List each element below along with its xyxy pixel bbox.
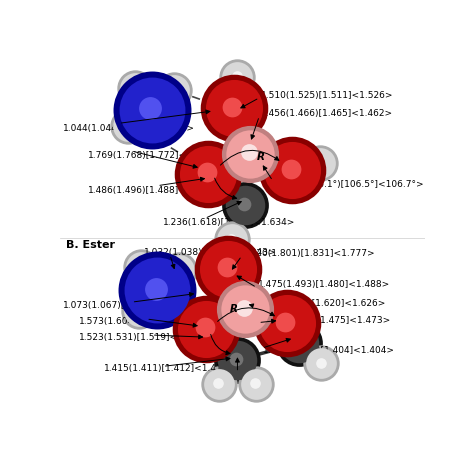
Text: 1.032(1.038)[1.038]<1.043>: 1.032(1.038)[1.038]<1.043>: [145, 247, 277, 256]
Point: [282, 318, 289, 326]
Point: [252, 380, 259, 387]
Point: [131, 84, 139, 91]
Point: [234, 73, 241, 81]
Point: [175, 266, 183, 274]
Point: [201, 324, 209, 331]
Point: [241, 305, 248, 312]
Point: [204, 170, 212, 177]
Point: [230, 104, 237, 112]
Point: [124, 122, 132, 130]
Text: 107.2°(106.1°)[106.5°]<106.7°>: 107.2°(106.1°)[106.5°]<106.7°>: [274, 180, 425, 189]
Point: [146, 104, 154, 112]
Point: [241, 201, 248, 209]
Point: [228, 103, 236, 110]
Point: [316, 159, 323, 166]
Point: [246, 150, 254, 157]
Point: [169, 85, 177, 93]
Text: 1.573(1.604)[1.614]<1.646>: 1.573(1.604)[1.614]<1.646>: [79, 317, 211, 326]
Text: 1.769(1.768)[1.772]<1.906>: 1.769(1.768)[1.772]<1.906>: [88, 151, 220, 160]
Point: [252, 380, 259, 387]
Point: [225, 265, 232, 273]
Point: [137, 263, 145, 271]
Point: [223, 264, 231, 271]
Point: [234, 73, 241, 81]
Text: B. Ester: B. Ester: [66, 240, 115, 250]
Point: [240, 200, 247, 208]
Point: [318, 360, 325, 367]
Point: [204, 170, 212, 177]
Point: [283, 319, 291, 327]
Point: [203, 168, 210, 176]
Point: [131, 83, 138, 91]
Point: [170, 86, 177, 93]
Point: [148, 106, 155, 114]
Point: [288, 166, 296, 174]
Point: [175, 266, 183, 274]
Point: [225, 265, 232, 273]
Point: [230, 104, 237, 112]
Point: [202, 325, 210, 333]
Point: [317, 359, 324, 366]
Point: [215, 380, 223, 387]
Point: [315, 158, 323, 166]
Point: [215, 379, 222, 387]
Point: [228, 235, 235, 242]
Text: 1.523(1.531)[1.519]<1.517>: 1.523(1.531)[1.519]<1.517>: [79, 333, 211, 342]
Point: [124, 122, 132, 130]
Point: [288, 166, 296, 174]
Text: 1.486(1.496)[1.488]<1.480>: 1.486(1.496)[1.488]<1.480>: [88, 186, 220, 195]
Point: [283, 319, 291, 327]
Point: [287, 165, 294, 173]
Point: [318, 360, 325, 367]
Point: [148, 106, 155, 114]
Text: 1.044(1.044)[1.043]<1.032>: 1.044(1.044)[1.043]<1.032>: [64, 124, 195, 133]
Text: 1.456(1.466)[1.465]<1.462>: 1.456(1.466)[1.465]<1.462>: [261, 109, 393, 118]
Point: [135, 307, 143, 314]
Text: R: R: [257, 152, 265, 162]
Point: [241, 305, 248, 312]
Text: 1.920(1.801)[1.831]<1.777>: 1.920(1.801)[1.831]<1.777>: [243, 249, 375, 258]
Text: 1.233(1.611)[1.620]<1.626>: 1.233(1.611)[1.620]<1.626>: [254, 299, 386, 308]
Point: [154, 287, 161, 294]
Text: 1.465(1.475)[1.475]<1.473>: 1.465(1.475)[1.475]<1.473>: [259, 316, 392, 325]
Point: [215, 380, 223, 387]
Text: 1.236(1.618)[1.626]<1.634>: 1.236(1.618)[1.626]<1.634>: [163, 219, 295, 228]
Point: [240, 304, 247, 311]
Text: 1.510(1.525)[1.511]<1.526>: 1.510(1.525)[1.511]<1.526>: [261, 91, 394, 100]
Point: [233, 73, 240, 80]
Point: [296, 339, 303, 347]
Text: 1.475(1.493)[1.480]<1.488>: 1.475(1.493)[1.480]<1.488>: [257, 281, 390, 290]
Point: [131, 84, 139, 91]
Point: [170, 86, 177, 93]
Point: [134, 306, 142, 314]
Text: R: R: [229, 304, 237, 314]
Point: [136, 262, 144, 270]
Point: [152, 285, 159, 292]
Point: [137, 263, 145, 271]
Point: [241, 201, 248, 209]
Point: [295, 338, 302, 346]
Point: [233, 355, 240, 363]
Point: [246, 150, 254, 157]
Point: [123, 122, 131, 129]
Point: [135, 307, 143, 314]
Point: [228, 236, 236, 243]
Text: 1.405(1.403)[1.404]<1.404>: 1.405(1.403)[1.404]<1.404>: [263, 346, 395, 355]
Point: [234, 356, 241, 364]
Text: 1.073(1.067)[1.061]<1.058>: 1.073(1.067)[1.061]<1.058>: [64, 301, 196, 310]
Point: [174, 266, 182, 273]
Point: [202, 325, 210, 333]
Point: [316, 159, 323, 166]
Point: [154, 287, 161, 294]
Point: [296, 339, 303, 347]
Point: [234, 356, 241, 364]
Point: [251, 379, 259, 387]
Point: [228, 236, 236, 243]
Text: 1.415(1.411)[1.412]<1.410>: 1.415(1.411)[1.412]<1.410>: [104, 365, 237, 374]
Point: [245, 149, 253, 156]
